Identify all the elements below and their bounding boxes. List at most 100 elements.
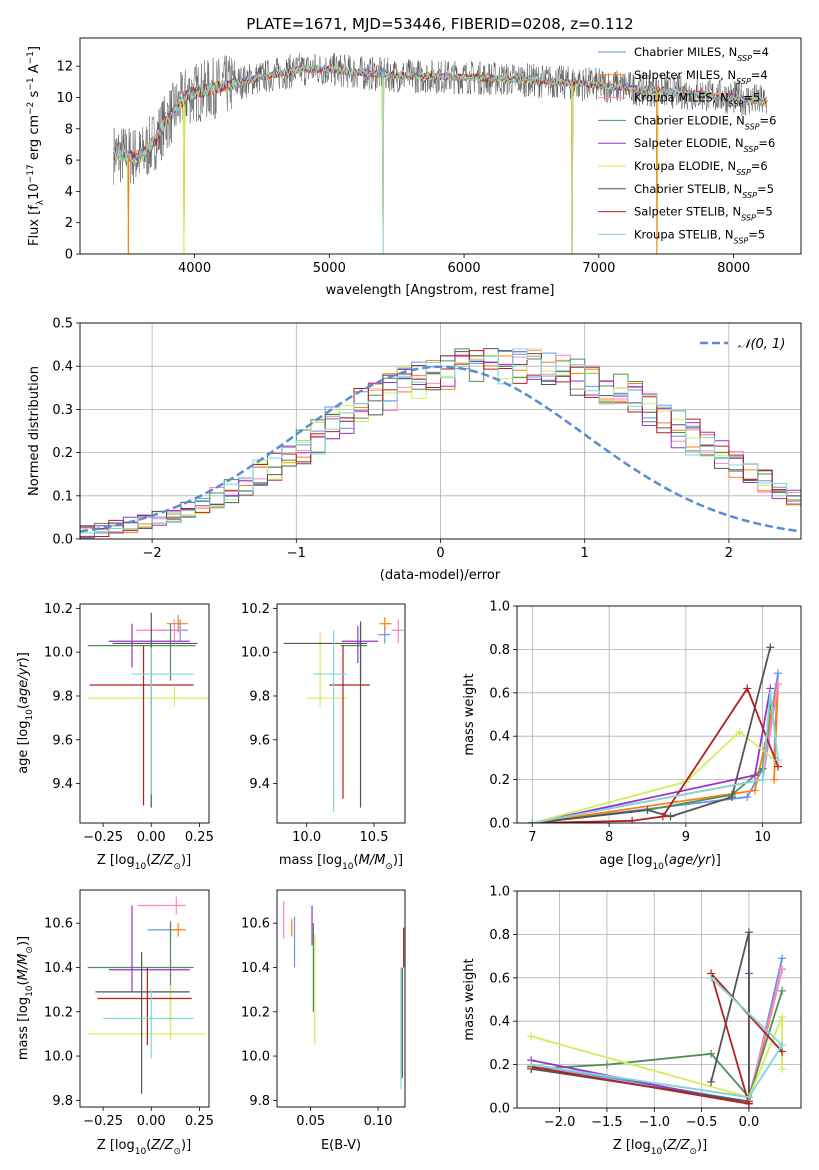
legend-entry: Salpeter MILES, NSSP=4 (634, 68, 768, 86)
plot-area (527, 928, 787, 1108)
y-tick-label: 9.8 (249, 1094, 270, 1109)
histogram-ylabel: Normed distribution (27, 366, 42, 496)
x-tick-label: 0.25 (185, 830, 214, 845)
figure-title: PLATE=1671, MJD=53446, FIBERID=0208, z=0… (246, 15, 633, 33)
histogram-series (80, 354, 801, 539)
weight-marker (773, 669, 782, 678)
y-tick-label: 12 (56, 60, 73, 75)
weight-series (532, 683, 779, 823)
label-part: 10 (25, 985, 35, 997)
weight-marker (527, 1060, 536, 1069)
label-part: Z [log (97, 1138, 135, 1153)
label-part: A (27, 64, 42, 77)
legend-label: Kroupa STELIB, N (634, 227, 734, 241)
label-part: ( (146, 1138, 151, 1153)
y-tick-label: 0.6 (489, 971, 510, 986)
y-tick-label: 0.8 (489, 643, 510, 658)
label-part: mass [log (279, 853, 342, 868)
y-tick-label: 10.2 (44, 602, 73, 617)
y-tick-label: 10.4 (44, 961, 73, 976)
label-part: ( (354, 853, 359, 868)
label-part: Flux [f (27, 205, 42, 246)
y-tick-label: 10.0 (44, 1050, 73, 1065)
legend-entry: Kroupa ELODIE, NSSP=6 (634, 159, 768, 177)
legend-label: Salpeter STELIB, N (634, 205, 741, 219)
mass-axis-label: mass [log10(M/M⊙)] (16, 936, 35, 1060)
label-part: age [log (599, 853, 652, 868)
legend-label: Salpeter ELODIE, N (634, 136, 744, 150)
y-tick-label: 0.2 (489, 1058, 510, 1073)
label-part: ( (664, 853, 669, 868)
weight-marker (528, 819, 537, 823)
weight-series (531, 990, 783, 1100)
y-tick-label: 9.6 (249, 733, 270, 748)
x-tick-label: 0.00 (137, 830, 166, 845)
spectrum-ylabel: Flux [fλ10−17 erg cm−2 s−1 A−1] (26, 46, 46, 246)
x-tick-label: 0.0 (739, 1115, 760, 1130)
y-tick-label: 9.8 (52, 689, 73, 704)
z-axis-label: Z [log10(Z/Z⊙)] (97, 1138, 191, 1157)
label-part: mass [log (16, 997, 31, 1060)
x-tick-label: 8000 (717, 261, 750, 276)
y-tick-label: 0.4 (52, 360, 73, 375)
y-tick-label: 1.0 (489, 885, 510, 900)
x-tick-label: −0.25 (83, 830, 123, 845)
x-tick-label: 10 (754, 830, 771, 845)
legend-sub: SSP (742, 190, 757, 199)
x-tick-label: 7000 (582, 261, 615, 276)
label-part: −1 (26, 51, 36, 64)
weight-z-axes: −2.0 −1.5 −1.0 −0.5 0.0 0.0 0.2 0.4 0.6 0.8 1.0 mas… (462, 885, 802, 1157)
weight-marker (778, 1041, 787, 1050)
y-tick-label: 6 (65, 154, 73, 169)
y-tick-label: 10.2 (241, 602, 270, 617)
y-tick-label: 9.4 (249, 777, 270, 792)
legend-label: Chabrier ELODIE, N (634, 113, 745, 127)
plot-area (87, 896, 206, 1094)
label-part: ( (16, 980, 31, 985)
y-tick-label: 0.2 (52, 446, 73, 461)
label-part: 10 (135, 862, 147, 872)
y-tick-label: 10 (56, 91, 73, 106)
spectrum-series (113, 65, 768, 254)
weight-marker (750, 771, 759, 780)
spectrum-series (113, 65, 768, 162)
legend-label: Chabrier STELIB, N (634, 182, 742, 196)
axes-frame (516, 605, 802, 824)
axes-frame (516, 890, 802, 1109)
label-part: M/M (359, 853, 386, 868)
x-tick-label: 1 (581, 546, 589, 561)
weight-marker (773, 756, 782, 765)
weight-marker (707, 1077, 716, 1086)
label-part: Z/Z (150, 853, 174, 868)
x-tick-label: 2 (725, 546, 733, 561)
x-tick-label: −0.25 (83, 1114, 123, 1129)
weight-marker (778, 1064, 787, 1073)
legend-entry: Chabrier STELIB, NSSP=5 (634, 182, 774, 200)
mass-axis-label: mass [log10(M/M⊙)] (279, 853, 403, 872)
label-part: )] (393, 853, 403, 868)
plot-area (113, 52, 768, 254)
mass-z-axes: −0.25 0.00 0.259.810.010.210.410.6Z [log10… (16, 889, 214, 1157)
label-part: ( (662, 1138, 667, 1153)
label-part: ⊙ (173, 862, 181, 872)
x-tick-label: −1.0 (638, 1115, 670, 1130)
weight-series (531, 931, 750, 1103)
label-part: Z [log (97, 853, 135, 868)
y-tick-label: 0.4 (489, 1015, 510, 1030)
label-part: ( (16, 704, 31, 709)
label-part: age/yr (669, 853, 712, 868)
spectrum-xlabel: wavelength [Angstrom, rest frame] (326, 283, 555, 298)
y-tick-label: 0.0 (489, 1102, 510, 1117)
legend-suffix: =6 (760, 113, 777, 127)
legend-sub: SSP (736, 76, 751, 85)
x-tick-label: 0.10 (364, 1114, 393, 1129)
weight-marker (707, 973, 716, 982)
label-part: 10 (342, 862, 354, 872)
legend-suffix: =5 (757, 182, 774, 196)
y-tick-label: 0.8 (489, 928, 510, 943)
y-tick-label: 2 (65, 216, 73, 231)
legend-label: Chabrier MILES, N (634, 45, 737, 59)
legend-suffix: =5 (756, 205, 773, 219)
label-part: Z [log (613, 1138, 651, 1153)
